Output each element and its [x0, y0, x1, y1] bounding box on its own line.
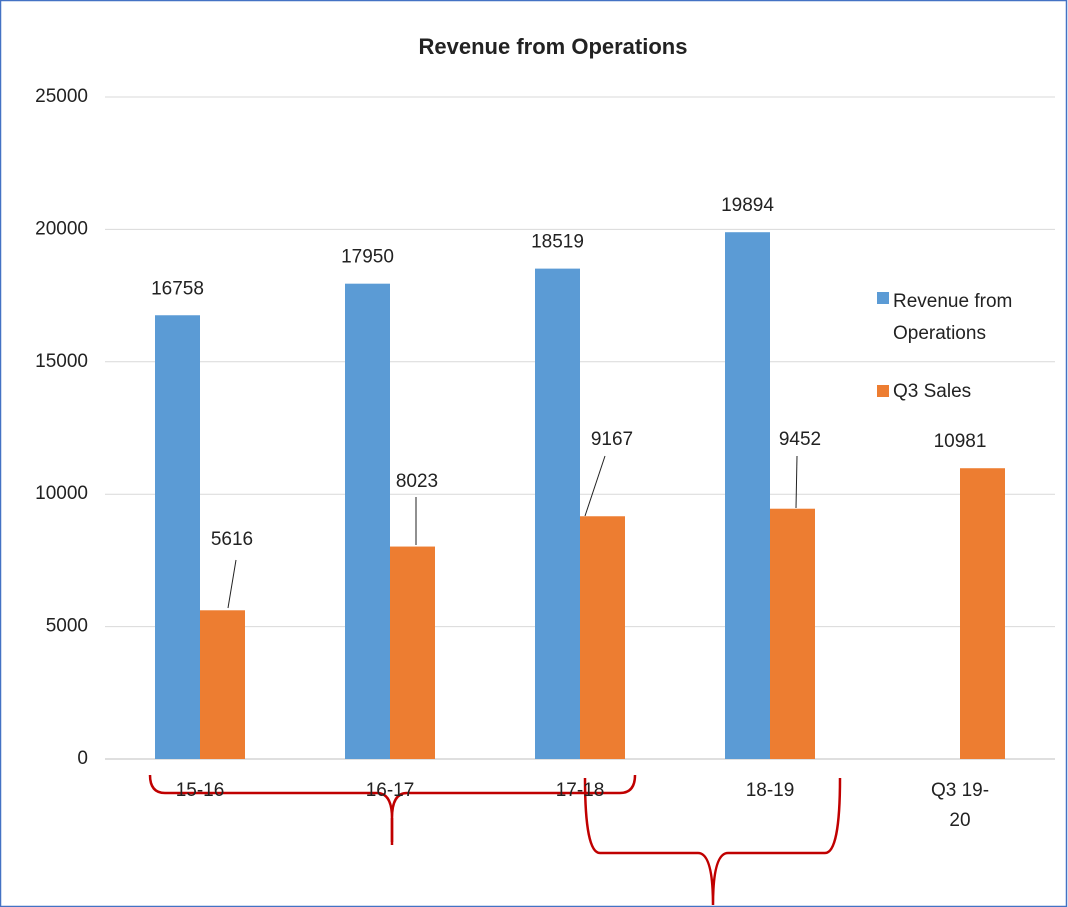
data-label: 9167 — [591, 429, 633, 450]
legend-swatch — [877, 385, 889, 397]
leader-line — [584, 455, 606, 517]
y-tick-label: 20000 — [35, 218, 88, 239]
y-tick-label: 0 — [77, 748, 88, 769]
chart-title: Revenue from Operations — [419, 34, 688, 59]
bar — [960, 468, 1005, 759]
bar — [345, 283, 390, 759]
y-tick-label: 25000 — [35, 86, 88, 107]
bar — [200, 610, 245, 759]
leader-line — [795, 455, 798, 509]
bar — [580, 516, 625, 759]
y-tick-label: 10000 — [35, 483, 88, 504]
x-tick-label: Q3 19-20 — [930, 780, 990, 831]
bar — [770, 508, 815, 759]
y-tick-label: 15000 — [35, 351, 88, 372]
data-label: 5616 — [211, 529, 253, 550]
bar — [725, 232, 770, 759]
y-tick-label: 5000 — [46, 616, 88, 637]
data-label: 8023 — [396, 471, 438, 492]
leader-line — [227, 559, 237, 609]
legend-label: Revenue from Operations — [893, 291, 1013, 344]
data-label: 9452 — [779, 429, 821, 450]
bar — [390, 546, 435, 759]
x-tick-label: 17-18 — [555, 780, 605, 801]
legend-label: Q3 Sales — [893, 381, 972, 402]
x-tick-label: 18-19 — [745, 780, 795, 801]
data-label: 10981 — [934, 431, 987, 452]
x-tick-label: 15-16 — [175, 780, 225, 801]
data-label: 16758 — [151, 278, 204, 299]
data-label: 18519 — [531, 232, 584, 253]
brace — [583, 777, 842, 906]
legend-swatch — [877, 292, 889, 304]
bar — [535, 268, 580, 759]
data-label: 19894 — [721, 195, 774, 216]
x-tick-label: 16-17 — [365, 780, 415, 801]
data-label: 17950 — [341, 247, 394, 268]
bar — [155, 315, 200, 759]
